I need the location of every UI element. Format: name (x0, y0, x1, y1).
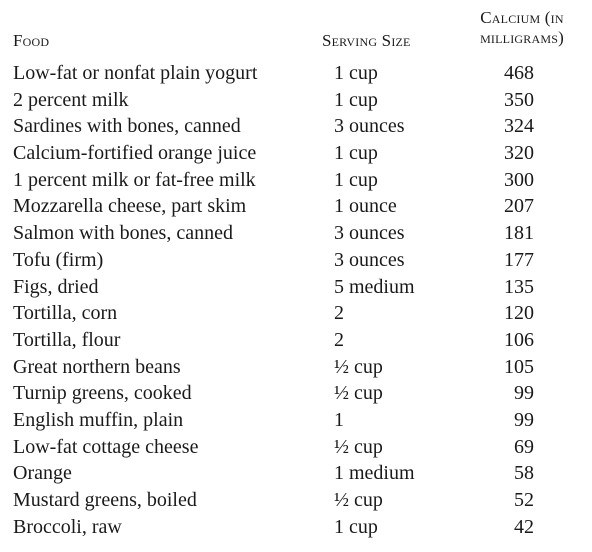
cell-food: Figs, dried (13, 275, 99, 298)
cell-calcium: 105 (504, 355, 534, 378)
cell-calcium: 106 (504, 328, 534, 351)
table-row: Salmon with bones, canned 3 ounces 181 (0, 220, 592, 247)
cell-calcium: 99 (514, 408, 534, 431)
table-row: Figs, dried 5 medium 135 (0, 274, 592, 301)
cell-food: English muffin, plain (13, 408, 184, 431)
table-body: Low-fat or nonfat plain yogurt 1 cup 468 2 … (0, 60, 592, 540)
table-row: Tofu (firm) 3 ounces 177 (0, 247, 592, 274)
table-row: 1 percent milk or fat-free milk 1 cup 300 (0, 167, 592, 194)
header-food: Food (13, 31, 50, 50)
cell-food: 1 percent milk or fat-free milk (13, 168, 256, 191)
table-row: English muffin, plain 1 99 (0, 407, 592, 434)
cell-food: Great northern beans (13, 355, 181, 378)
cell-serving-size: 2 (334, 328, 344, 351)
table-row: 2 percent milk 1 cup 350 (0, 87, 592, 114)
cell-serving-size: 3 ounces (334, 222, 405, 245)
cell-serving-size: 5 medium (334, 275, 415, 298)
table-row: Broccoli, raw 1 cup 42 (0, 514, 592, 541)
cell-food: Tortilla, corn (13, 302, 118, 325)
table-row: Tortilla, corn 2 120 (0, 300, 592, 327)
header-serving-size: Serving Size (322, 31, 411, 50)
cell-food: Orange (13, 462, 72, 485)
table-row: Tortilla, flour 2 106 (0, 327, 592, 354)
cell-food: Sardines with bones, canned (13, 115, 241, 138)
cell-calcium: 58 (514, 462, 534, 485)
table-row: Low-fat cottage cheese ½ cup 69 (0, 434, 592, 461)
cell-serving-size: 1 (334, 408, 344, 431)
cell-calcium: 320 (504, 142, 534, 165)
header-calcium: Calcium (in milligrams) (480, 8, 564, 47)
cell-calcium: 350 (504, 88, 534, 111)
cell-serving-size: 1 cup (334, 88, 378, 111)
table-row: Mozzarella cheese, part skim 1 ounce 207 (0, 193, 592, 220)
cell-calcium: 69 (514, 435, 534, 458)
cell-calcium: 135 (504, 275, 534, 298)
cell-food: Tortilla, flour (13, 328, 121, 351)
cell-food: Turnip greens, cooked (13, 382, 192, 405)
cell-food: Salmon with bones, canned (13, 222, 233, 245)
cell-food: Mozzarella cheese, part skim (13, 195, 247, 218)
cell-serving-size: 1 cup (334, 142, 378, 165)
cell-food: Broccoli, raw (13, 515, 122, 538)
cell-calcium: 207 (504, 195, 534, 218)
cell-food: 2 percent milk (13, 88, 129, 111)
cell-calcium: 52 (514, 489, 534, 511)
cell-serving-size: ½ cup (334, 435, 383, 458)
cell-food: Low-fat or nonfat plain yogurt (13, 62, 258, 84)
table-row: Calcium-fortified orange juice 1 cup 320 (0, 140, 592, 167)
cell-calcium: 120 (504, 302, 534, 325)
cell-calcium: 42 (514, 515, 534, 538)
cell-serving-size: 1 ounce (334, 195, 397, 218)
cell-calcium: 181 (504, 222, 534, 245)
table-row: Sardines with bones, canned 3 ounces 324 (0, 113, 592, 140)
cell-serving-size: ½ cup (334, 489, 383, 511)
cell-serving-size: ½ cup (334, 382, 383, 405)
cell-food: Mustard greens, boiled (13, 489, 197, 511)
cell-serving-size: 1 cup (334, 62, 378, 84)
cell-serving-size: 1 medium (334, 462, 415, 485)
table-row: Mustard greens, boiled ½ cup 52 (0, 487, 592, 514)
cell-serving-size: ½ cup (334, 355, 383, 378)
cell-food: Tofu (firm) (13, 248, 104, 271)
table-row: Great northern beans ½ cup 105 (0, 354, 592, 381)
cell-calcium: 177 (504, 248, 534, 271)
cell-serving-size: 1 cup (334, 168, 378, 191)
table-header: Food Serving Size Calcium (in milligrams… (0, 0, 592, 60)
cell-calcium: 300 (504, 168, 534, 191)
cell-serving-size: 1 cup (334, 515, 378, 538)
table-row: Orange 1 medium 58 (0, 460, 592, 487)
cell-calcium: 468 (504, 62, 534, 84)
cell-food: Calcium-fortified orange juice (13, 142, 257, 165)
cell-serving-size: 3 ounces (334, 248, 405, 271)
cell-food: Low-fat cottage cheese (13, 435, 199, 458)
cell-serving-size: 2 (334, 302, 344, 325)
cell-calcium: 324 (504, 115, 534, 138)
table-row: Low-fat or nonfat plain yogurt 1 cup 468 (0, 60, 592, 87)
cell-serving-size: 3 ounces (334, 115, 405, 138)
cell-calcium: 99 (514, 382, 534, 405)
table-row: Turnip greens, cooked ½ cup 99 (0, 380, 592, 407)
